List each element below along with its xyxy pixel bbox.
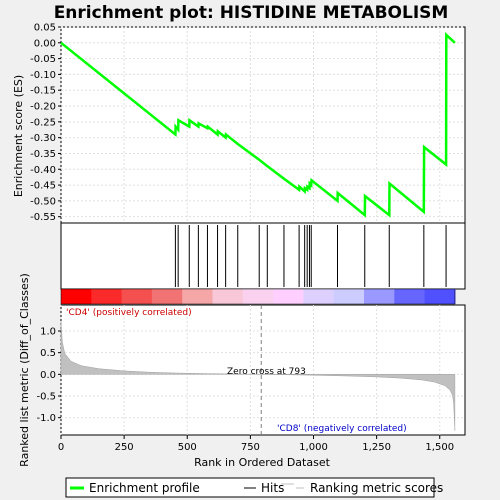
heatmap-segment (303, 289, 335, 304)
enrichment-plot-area (60, 26, 466, 224)
metric-y-tick-label: -0.5 (36, 392, 56, 403)
heatmap-segment (364, 289, 395, 304)
heatmap-segment (151, 289, 183, 304)
enrichment-y-tick-label: -0.30 (30, 133, 56, 144)
heatmap-segment (182, 289, 214, 304)
hit-lines (174, 225, 447, 287)
x-axis-tick-label: 1,250 (362, 442, 391, 453)
heatmap-border (60, 288, 456, 305)
chart-title: Enrichment plot: HISTIDINE METABOLISM (54, 3, 449, 23)
hits-panel (60, 222, 466, 290)
x-axis-tick-label: 750 (241, 442, 260, 453)
metric-y-tick-label: -1.0 (36, 413, 56, 424)
heatmap-segment (61, 289, 92, 304)
heatmap-segment (91, 289, 123, 304)
legend-label-hits: Hits (261, 481, 284, 495)
enrichment-panel: 0.05 0.00 -0.05 -0.10 -0.15 -0.20 -0.25 -0.30 -0… (12, 23, 466, 224)
x-axis-tick-label: 0 (58, 442, 64, 453)
heatmap-segment (273, 289, 304, 304)
metric-y-tick-label: 1.0 (40, 327, 56, 338)
metric-y-ticks: 1.0 0.5 0.0 -0.5 -1.0 (36, 327, 61, 424)
positive-annotation: 'CD4' (positively correlated) (66, 308, 192, 318)
metric-y-tick-label: 0.0 (40, 370, 56, 381)
metric-plot-area (60, 304, 466, 436)
enrichment-y-tick-label: -0.15 (30, 86, 56, 97)
zero-cross-annotation: Zero cross at 793 (227, 367, 306, 377)
x-axis-tick-label: 500 (178, 442, 197, 453)
enrichment-y-tick-label: -0.45 (30, 181, 56, 192)
enrichment-y-tick-label: -0.35 (30, 149, 56, 160)
enrichment-y-tick-label: 0.00 (34, 38, 56, 49)
enrichment-profile-line (60, 32, 456, 218)
legend-label-enrichment: Enrichment profile (89, 481, 200, 495)
enrichment-grid (60, 26, 465, 223)
negative-annotation: 'CD8' (negatively correlated) (277, 424, 407, 434)
ranking-metric-area (60, 321, 456, 431)
x-axis-tick-label: 250 (115, 442, 134, 453)
legend: Enrichment profile Hits Ranking metric s… (65, 477, 443, 498)
hits-plot-area (60, 222, 466, 290)
heatmap-segment (394, 289, 426, 304)
enrichment-y-tick-label: -0.20 (30, 102, 56, 113)
enrichment-y-tick-label: -0.25 (30, 117, 56, 128)
heatmap-segment (242, 289, 274, 304)
x-axis-tick-label: 1,000 (299, 442, 328, 453)
enrichment-y-tick-label: 0.05 (34, 23, 56, 34)
rank-heatmap-bar (60, 288, 456, 305)
enrichment-y-tick-label: -0.10 (30, 70, 56, 81)
x-axis-tick-label: 1,500 (425, 442, 454, 453)
heatmap-segment (121, 289, 153, 304)
enrichment-y-ticks: 0.05 0.00 -0.05 -0.10 -0.15 -0.20 -0.25 -0.30 -0… (30, 23, 61, 223)
heatmap-segment (333, 289, 365, 304)
legend-label-metric: Ranking metric scores (310, 481, 443, 495)
ranked-metric-panel: 1.0 0.5 0.0 -0.5 -1.0 'CD4' (positively corr… (18, 273, 466, 467)
enrichment-y-tick-label: -0.05 (30, 54, 56, 65)
metric-y-tick-label: 0.5 (40, 348, 56, 359)
heatmap-segment (424, 289, 456, 304)
enrichment-y-tick-label: -0.55 (30, 212, 56, 223)
enrichment-y-tick-label: -0.50 (30, 196, 56, 207)
enrichment-y-label: Enrichment score (ES) (12, 75, 25, 197)
heatmap-segment (212, 289, 244, 304)
metric-y-label: Ranked list metric (Diff_of_Classes) (18, 273, 31, 467)
x-axis-label: Rank in Ordered Dataset (194, 456, 331, 469)
enrichment-y-tick-label: -0.40 (30, 165, 56, 176)
x-axis-ticks: 0 250 500 750 1,000 1,250 1,500 (58, 435, 454, 453)
